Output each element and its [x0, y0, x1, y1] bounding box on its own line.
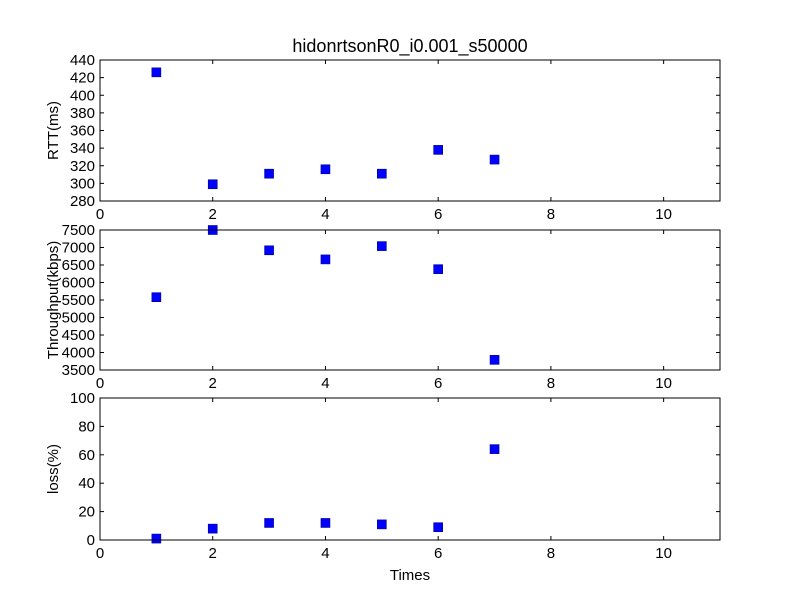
- data-point: [151, 67, 162, 78]
- x-tick-label: 0: [96, 375, 104, 392]
- x-tick-label: 8: [547, 206, 555, 223]
- data-point: [320, 164, 331, 175]
- plot-frame: [99, 59, 721, 202]
- data-point: [320, 518, 331, 528]
- y-tick-label: 20: [78, 504, 95, 521]
- y-axis-label: Throughput(kbps): [45, 241, 62, 359]
- x-tick-label: 2: [209, 375, 217, 392]
- y-tick-label: 4000: [62, 345, 95, 362]
- data-point: [433, 522, 443, 533]
- data-point: [377, 168, 387, 179]
- y-tick-label: 60: [78, 447, 95, 464]
- x-axis-label: Times: [390, 567, 430, 584]
- y-tick-label: 100: [70, 390, 95, 407]
- y-tick-label: 80: [78, 418, 95, 435]
- data-point: [264, 518, 274, 528]
- data-point: [320, 254, 331, 265]
- x-tick-label: 10: [655, 206, 672, 223]
- x-tick-label: 2: [209, 206, 217, 223]
- y-tick-label: 280: [70, 193, 95, 210]
- y-tick-label: 6000: [62, 275, 95, 292]
- data-point: [489, 154, 500, 165]
- x-tick-label: 10: [655, 375, 672, 392]
- y-tick-label: 420: [70, 70, 95, 87]
- y-tick-label: 340: [70, 140, 95, 157]
- y-tick-label: 5500: [62, 292, 95, 309]
- data-point: [207, 523, 218, 534]
- data-point: [489, 355, 500, 365]
- y-tick-label: 40: [78, 475, 95, 492]
- subplot-2: 0 2 4 6 8 10 350040004500500055006000650070007…: [45, 222, 721, 392]
- x-tick-label: 0: [96, 206, 104, 223]
- plot-frame: [99, 229, 721, 371]
- x-tick-label: 6: [434, 545, 442, 562]
- y-tick-label: 400: [70, 87, 95, 104]
- x-tick-label: 0: [96, 545, 104, 562]
- y-axis-label: loss(%): [45, 444, 62, 494]
- y-tick-label: 6500: [62, 257, 95, 274]
- x-tick-label: 4: [321, 545, 329, 562]
- y-tick-label: 440: [70, 52, 95, 69]
- y-tick-label: 4500: [62, 327, 95, 344]
- plot-frame: [99, 397, 721, 541]
- x-tick-label: 4: [321, 206, 329, 223]
- data-point: [433, 264, 443, 275]
- y-tick-label: 360: [70, 123, 95, 140]
- y-tick-label: 7000: [62, 240, 95, 257]
- data-point: [264, 168, 274, 179]
- chart-title: hidonrtsonR0_i0.001_s50000: [292, 36, 527, 57]
- data-point: [151, 292, 162, 303]
- data-point: [489, 444, 500, 454]
- x-tick-label: 8: [547, 545, 555, 562]
- x-tick-label: 6: [434, 206, 442, 223]
- x-tick-label: 10: [655, 545, 672, 562]
- y-tick-label: 380: [70, 105, 95, 122]
- y-tick-label: 7500: [62, 222, 95, 239]
- data-point: [377, 519, 387, 530]
- y-tick-label: 5000: [62, 310, 95, 327]
- y-tick-label: 320: [70, 158, 95, 175]
- x-tick-label: 6: [434, 375, 442, 392]
- y-tick-label: 3500: [62, 362, 95, 379]
- y-tick-label: 0: [87, 532, 95, 549]
- x-tick-label: 4: [321, 375, 329, 392]
- x-tick-label: 8: [547, 375, 555, 392]
- data-point: [264, 245, 274, 256]
- data-point: [207, 179, 218, 190]
- x-tick-label: 2: [209, 545, 217, 562]
- subplots: 0 2 4 6 8 10280300320340360380400420440RTT(ms…: [45, 52, 721, 584]
- data-point: [433, 145, 443, 155]
- y-tick-label: 300: [70, 175, 95, 192]
- data-point: [151, 533, 162, 544]
- y-axis-label: RTT(ms): [45, 101, 62, 160]
- data-point: [377, 241, 387, 251]
